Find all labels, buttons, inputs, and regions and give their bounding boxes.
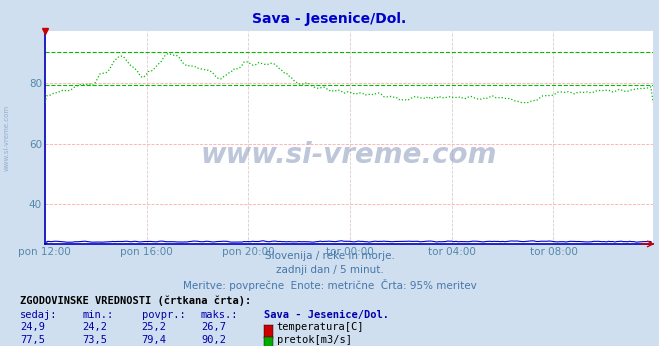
Text: min.:: min.: — [82, 310, 113, 320]
Text: 25,2: 25,2 — [142, 322, 167, 333]
Text: povpr.:: povpr.: — [142, 310, 185, 320]
Text: maks.:: maks.: — [201, 310, 239, 320]
Text: 79,4: 79,4 — [142, 335, 167, 345]
Text: zadnji dan / 5 minut.: zadnji dan / 5 minut. — [275, 265, 384, 275]
Text: 24,9: 24,9 — [20, 322, 45, 333]
Text: 24,2: 24,2 — [82, 322, 107, 333]
Text: sedaj:: sedaj: — [20, 310, 57, 320]
Text: 73,5: 73,5 — [82, 335, 107, 345]
Text: Sava - Jesenice/Dol.: Sava - Jesenice/Dol. — [252, 12, 407, 26]
Text: 77,5: 77,5 — [20, 335, 45, 345]
Text: pretok[m3/s]: pretok[m3/s] — [277, 335, 352, 345]
Text: temperatura[C]: temperatura[C] — [277, 322, 364, 333]
Text: 90,2: 90,2 — [201, 335, 226, 345]
Text: Slovenija / reke in morje.: Slovenija / reke in morje. — [264, 251, 395, 261]
Text: www.si-vreme.com: www.si-vreme.com — [3, 105, 10, 172]
Text: ZGODOVINSKE VREDNOSTI (črtkana črta):: ZGODOVINSKE VREDNOSTI (črtkana črta): — [20, 296, 251, 306]
Text: 26,7: 26,7 — [201, 322, 226, 333]
Text: www.si-vreme.com: www.si-vreme.com — [201, 140, 497, 169]
Text: Meritve: povprečne  Enote: metrične  Črta: 95% meritev: Meritve: povprečne Enote: metrične Črta:… — [183, 279, 476, 291]
Text: Sava - Jesenice/Dol.: Sava - Jesenice/Dol. — [264, 310, 389, 320]
